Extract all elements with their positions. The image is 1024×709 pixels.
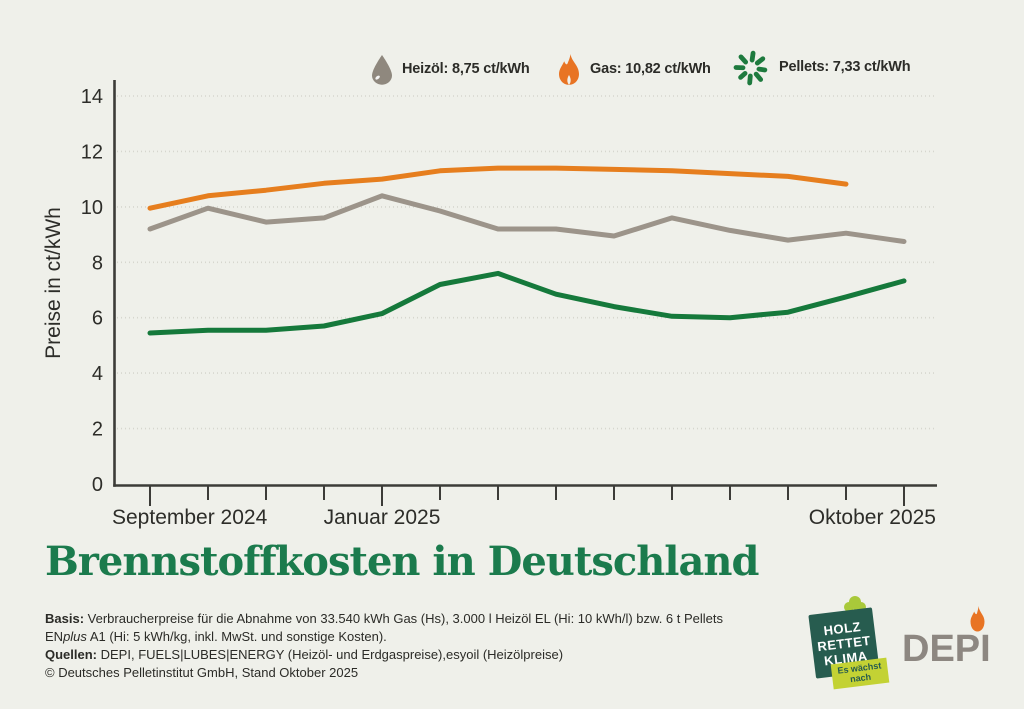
footer-notes: Basis: Verbraucherpreise für die Abnahme… bbox=[45, 610, 805, 682]
pellets-icon bbox=[732, 49, 769, 87]
series-line-heizöl bbox=[147, 193, 907, 244]
y-tick-label: 0 bbox=[92, 474, 103, 496]
x-axis-label: Januar 2025 bbox=[324, 506, 441, 529]
y-tick-label: 14 bbox=[81, 86, 103, 108]
footer-line: Basis: Verbraucherpreise für die Abnahme… bbox=[45, 611, 724, 626]
line-chart: 0 2 4 6 8 10 12 14 September 2024 Januar 2025 Okto… bbox=[42, 80, 937, 529]
depi-wordmark: DEPI bbox=[902, 628, 991, 670]
legend-item-gas: Gas: 10,82 ct/kWh bbox=[556, 50, 711, 88]
gas-flame-icon bbox=[559, 53, 579, 85]
footer-line: © Deutsches Pelletinstitut GmbH, Stand O… bbox=[45, 665, 359, 680]
oil-drop-icon bbox=[372, 54, 392, 85]
y-tick-label: 12 bbox=[81, 141, 103, 163]
holz-rettet-klima-logo: HOLZ RETTET KLIMA Es wächst nach bbox=[800, 595, 910, 707]
legend-label-pellets: Pellets: 7,33 ct/kWh bbox=[779, 59, 911, 75]
footer-line: Quellen: DEPI, FUELS|LUBES|ENERGY (Heizö… bbox=[45, 647, 564, 662]
depi-logo: DEPI bbox=[900, 604, 1010, 674]
depi-flame-icon bbox=[970, 606, 985, 632]
legend-item-pellets: Pellets: 7,33 ct/kWh bbox=[731, 48, 911, 87]
legend-item-heizoel: Heizöl: 8,75 ct/kWh bbox=[370, 50, 530, 88]
series-line-gas bbox=[147, 165, 849, 211]
y-tick-label: 4 bbox=[92, 363, 103, 385]
series-line-pellets bbox=[147, 270, 907, 336]
legend-label-gas: Gas: 10,82 ct/kWh bbox=[590, 61, 711, 77]
hrk-tag: Es wächst nach bbox=[830, 657, 890, 690]
y-tick-label: 8 bbox=[92, 252, 103, 274]
footer-line: ENplus A1 (Hi: 5 kWh/kg, inkl. MwSt. und… bbox=[45, 629, 387, 644]
legend-label-heizoel: Heizöl: 8,75 ct/kWh bbox=[402, 61, 530, 77]
y-tick-label: 10 bbox=[81, 197, 103, 219]
y-tick-label: 6 bbox=[92, 308, 103, 330]
y-tick-label: 2 bbox=[92, 419, 103, 441]
x-axis-label: September 2024 bbox=[112, 506, 268, 529]
page-title: Brennstoffkosten in Deutschland bbox=[45, 538, 759, 585]
x-axis-label: Oktober 2025 bbox=[809, 506, 936, 529]
y-axis-title: Preise in ct/kWh bbox=[42, 207, 65, 359]
